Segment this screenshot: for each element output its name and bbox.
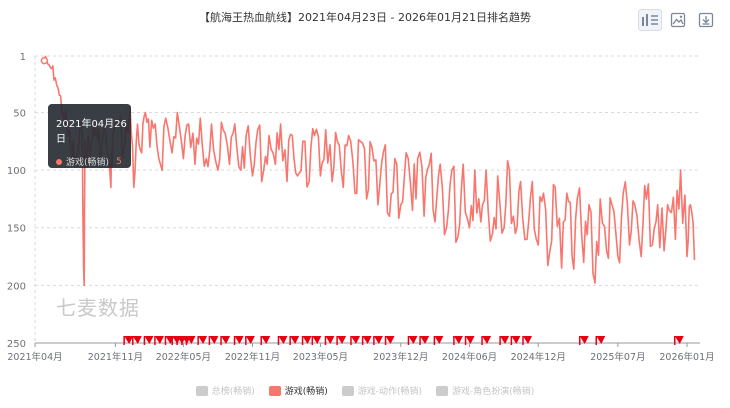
legend-swatch <box>341 385 354 396</box>
event-marker <box>385 336 395 344</box>
x-tick-label: 2021年04月 <box>7 351 62 363</box>
event-marker <box>420 336 430 344</box>
y-tick-label: 1 <box>20 52 26 63</box>
legend-label: 总榜(畅销) <box>211 387 255 397</box>
y-tick-label: 250 <box>7 339 26 350</box>
legend-label: 游戏-角色扮演(畅销) <box>452 387 535 397</box>
y-tick-label: 50 <box>13 108 26 119</box>
x-tick-label: 2022年05月 <box>156 351 211 363</box>
event-marker <box>325 336 335 344</box>
x-tick-label: 2023年05月 <box>293 351 348 363</box>
event-marker <box>373 336 383 344</box>
legend-label: 游戏-动作(畅销) <box>357 387 423 397</box>
event-marker <box>465 336 475 344</box>
legend-swatch <box>195 385 208 396</box>
event-marker <box>290 336 300 344</box>
event-marker <box>511 336 521 344</box>
event-marker <box>579 336 589 344</box>
chart-legend: 总榜(畅销) 游戏(畅销) 游戏-动作(畅销) 游戏-角色扮演(畅销) <box>0 384 730 397</box>
event-marker <box>144 336 154 344</box>
event-marker <box>350 336 360 344</box>
event-marker <box>209 336 219 344</box>
event-marker <box>674 336 684 344</box>
event-marker <box>337 336 347 344</box>
event-marker <box>596 336 606 344</box>
event-marker <box>245 336 255 344</box>
legend-swatch <box>436 385 449 396</box>
x-tick-label: 2021年11月 <box>88 351 143 363</box>
event-marker <box>154 336 164 344</box>
event-marker <box>261 336 271 344</box>
chart-tooltip: 2021年04月26日 游戏(畅销) 5 <box>48 104 131 168</box>
chart-toolbar <box>638 9 718 31</box>
event-marker <box>408 336 418 344</box>
x-tick-label: 2022年11月 <box>225 351 280 363</box>
event-marker <box>312 336 322 344</box>
event-marker <box>186 336 196 344</box>
tooltip-series-name: 游戏(畅销) <box>66 158 110 168</box>
hover-point <box>40 56 49 65</box>
series-line-游戏畅销 <box>42 55 696 287</box>
legend-item[interactable]: 总榜(畅销) <box>195 384 255 397</box>
download-icon[interactable] <box>694 9 718 31</box>
x-tick-label: 2023年12月 <box>373 351 428 363</box>
legend-item[interactable]: 游戏-动作(畅销) <box>341 384 423 397</box>
event-marker <box>234 336 244 344</box>
event-marker <box>221 336 231 344</box>
tooltip-value: 5 <box>116 156 122 167</box>
event-marker <box>453 336 463 344</box>
event-marker <box>523 336 533 344</box>
legend-item[interactable]: 游戏(畅销) <box>268 384 328 397</box>
event-marker <box>362 336 372 344</box>
chart-title: 【航海王热血航线】2021年04月23日 - 2026年01月21日排名趋势 <box>199 11 531 24</box>
event-marker <box>500 336 510 344</box>
event-marker <box>278 336 288 344</box>
event-marker <box>302 336 312 344</box>
event-marker <box>198 336 208 344</box>
bar-line-switch-icon[interactable] <box>638 9 662 31</box>
y-tick-label: 200 <box>7 281 26 292</box>
x-tick-label: 2026年01月 <box>659 351 714 363</box>
tooltip-date: 2021年04月26日 <box>56 119 127 145</box>
save-image-icon[interactable] <box>666 9 690 31</box>
watermark: 七麦数据 <box>56 296 140 320</box>
legend-item[interactable]: 游戏-角色扮演(畅销) <box>436 384 534 397</box>
event-marker <box>482 336 492 344</box>
x-tick-label: 2024年12月 <box>511 351 566 363</box>
tooltip-series-dot <box>56 158 62 165</box>
event-marker <box>124 336 134 344</box>
event-marker <box>434 336 444 344</box>
legend-swatch <box>268 385 281 396</box>
y-tick-label: 100 <box>7 166 26 177</box>
legend-label: 游戏(畅销) <box>284 387 328 397</box>
x-tick-label: 2025年07月 <box>590 351 645 363</box>
x-tick-label: 2024年06月 <box>442 351 497 363</box>
event-marker <box>132 336 142 344</box>
y-tick-label: 150 <box>7 224 26 235</box>
